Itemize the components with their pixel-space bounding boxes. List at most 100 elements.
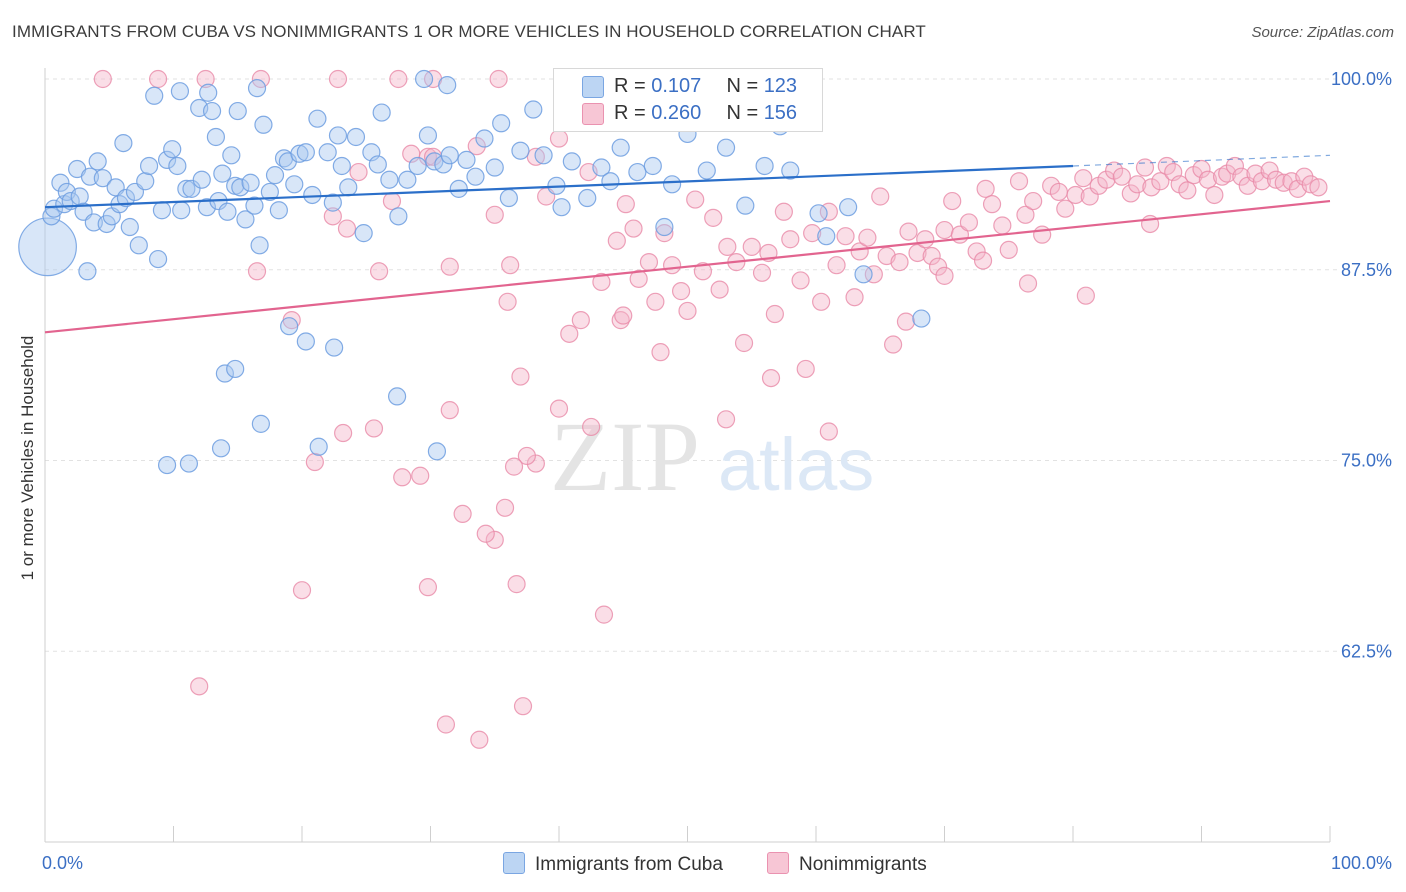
source-label: Source: ZipAtlas.com: [1251, 24, 1394, 41]
data-point-nonimmigrants: [93, 69, 112, 89]
data-point-nonimmigrants: [305, 452, 324, 472]
data-point-nonimmigrants: [470, 730, 489, 749]
data-point-immigrants-from-cuba: [438, 76, 457, 95]
bottom-legend-pink: Nonimmigrants: [767, 852, 927, 876]
data-point-nonimmigrants: [710, 280, 729, 299]
data-point-immigrants-from-cuba: [655, 217, 674, 237]
data-point-immigrants-from-cuba: [192, 170, 211, 189]
data-point-nonimmigrants: [517, 446, 536, 466]
data-point-nonimmigrants: [323, 207, 342, 226]
data-point-immigrants-from-cuba: [18, 217, 77, 277]
data-point-nonimmigrants: [495, 498, 515, 517]
data-point-nonimmigrants: [1033, 225, 1052, 244]
bottom-legend-swatch-blue: [503, 852, 525, 874]
data-point-immigrants-from-cuba: [199, 83, 218, 102]
chart-title: IMMIGRANTS FROM CUBA VS NONIMMIGRANTS 1 …: [12, 22, 926, 41]
legend-swatch-pink: [582, 103, 604, 125]
data-point-immigrants-from-cuba: [93, 169, 112, 188]
data-point-immigrants-from-cuba: [380, 170, 399, 189]
data-point-nonimmigrants: [364, 419, 384, 438]
data-point-immigrants-from-cuba: [427, 442, 447, 461]
data-point-immigrants-from-cuba: [139, 156, 159, 176]
data-point-nonimmigrants: [1066, 185, 1085, 205]
data-point-immigrants-from-cuba: [323, 193, 342, 212]
data-point-nonimmigrants: [592, 272, 611, 292]
data-point-nonimmigrants: [1192, 159, 1211, 179]
data-point-immigrants-from-cuba: [241, 173, 260, 192]
data-point-nonimmigrants: [411, 466, 430, 485]
data-point-immigrants-from-cuba: [129, 236, 148, 255]
data-point-nonimmigrants: [1128, 175, 1147, 194]
data-point-nonimmigrants: [440, 257, 459, 276]
data-point-immigrants-from-cuba: [197, 198, 217, 217]
data-point-nonimmigrants: [899, 222, 918, 241]
data-point-nonimmigrants: [1112, 167, 1131, 186]
data-point-immigrants-from-cuba: [318, 143, 337, 162]
data-point-nonimmigrants: [973, 251, 993, 270]
data-point-nonimmigrants: [967, 242, 986, 261]
data-point-nonimmigrants: [686, 190, 705, 209]
data-point-nonimmigrants: [1016, 205, 1035, 224]
data-point-nonimmigrants: [196, 69, 215, 89]
data-point-immigrants-from-cuba: [697, 161, 716, 180]
data-point-nonimmigrants: [382, 191, 402, 211]
data-point-nonimmigrants: [501, 256, 520, 275]
data-point-immigrants-from-cuba: [260, 182, 279, 202]
trend-lines: [44, 154, 1331, 334]
data-point-nonimmigrants: [1178, 181, 1197, 200]
data-point-nonimmigrants: [836, 227, 855, 246]
data-point-immigrants-from-cuba: [601, 172, 620, 191]
data-point-nonimmigrants: [827, 256, 846, 275]
data-point-immigrants-from-cuba: [781, 161, 800, 180]
data-point-immigrants-from-cuba: [177, 179, 196, 198]
data-point-nonimmigrants: [765, 304, 784, 324]
bottom-legend-blue: Immigrants from Cuba: [503, 852, 723, 876]
data-point-immigrants-from-cuba: [499, 188, 518, 208]
data-point-immigrants-from-cuba: [354, 224, 373, 243]
data-point-nonimmigrants: [436, 715, 456, 734]
data-point-immigrants-from-cuba: [839, 198, 858, 217]
data-point-nonimmigrants: [629, 269, 648, 289]
data-point-immigrants-from-cuba: [231, 178, 250, 197]
data-point-immigrants-from-cuba: [325, 338, 344, 357]
legend-swatch-blue: [582, 76, 604, 98]
data-point-nonimmigrants: [935, 220, 954, 240]
data-point-immigrants-from-cuba: [308, 109, 327, 128]
data-point-nonimmigrants: [560, 324, 579, 343]
data-point-nonimmigrants: [864, 265, 883, 284]
data-point-nonimmigrants: [781, 230, 800, 249]
data-point-immigrants-from-cuba: [736, 196, 755, 215]
data-point-immigrants-from-cuba: [78, 262, 97, 281]
data-point-immigrants-from-cuba: [247, 79, 267, 98]
data-point-nonimmigrants: [935, 266, 954, 285]
data-point-nonimmigrants: [883, 335, 903, 354]
data-point-immigrants-from-cuba: [163, 140, 182, 159]
data-point-nonimmigrants: [1024, 191, 1043, 211]
data-point-immigrants-from-cuba: [44, 199, 64, 218]
data-point-immigrants-from-cuba: [285, 175, 304, 194]
data-point-immigrants-from-cuba: [485, 158, 504, 177]
data-point-nonimmigrants: [1074, 169, 1093, 188]
data-point-immigrants-from-cuba: [414, 69, 434, 89]
data-point-immigrants-from-cuba: [457, 150, 476, 169]
data-point-immigrants-from-cuba: [88, 152, 107, 171]
data-point-nonimmigrants: [489, 69, 508, 89]
data-point-immigrants-from-cuba: [809, 204, 828, 223]
data-point-nonimmigrants: [1246, 164, 1265, 183]
data-point-nonimmigrants: [476, 524, 495, 543]
data-point-immigrants-from-cuba: [170, 82, 190, 101]
legend-r-value-pink: 0.260: [651, 102, 702, 124]
data-point-immigrants-from-cuba: [332, 156, 351, 176]
data-point-nonimmigrants: [1142, 178, 1161, 197]
data-point-nonimmigrants: [418, 578, 438, 597]
data-point-nonimmigrants: [943, 191, 962, 211]
data-point-immigrants-from-cuba: [250, 236, 269, 255]
bottom-legend-label-blue: Immigrants from Cuba: [535, 854, 723, 875]
data-point-immigrants-from-cuba: [290, 144, 309, 163]
data-point-nonimmigrants: [1225, 156, 1245, 176]
data-point-nonimmigrants: [1232, 167, 1251, 186]
data-point-nonimmigrants: [1121, 184, 1140, 203]
data-point-nonimmigrants: [819, 422, 838, 441]
bottom-legend-label-pink: Nonimmigrants: [799, 854, 927, 875]
